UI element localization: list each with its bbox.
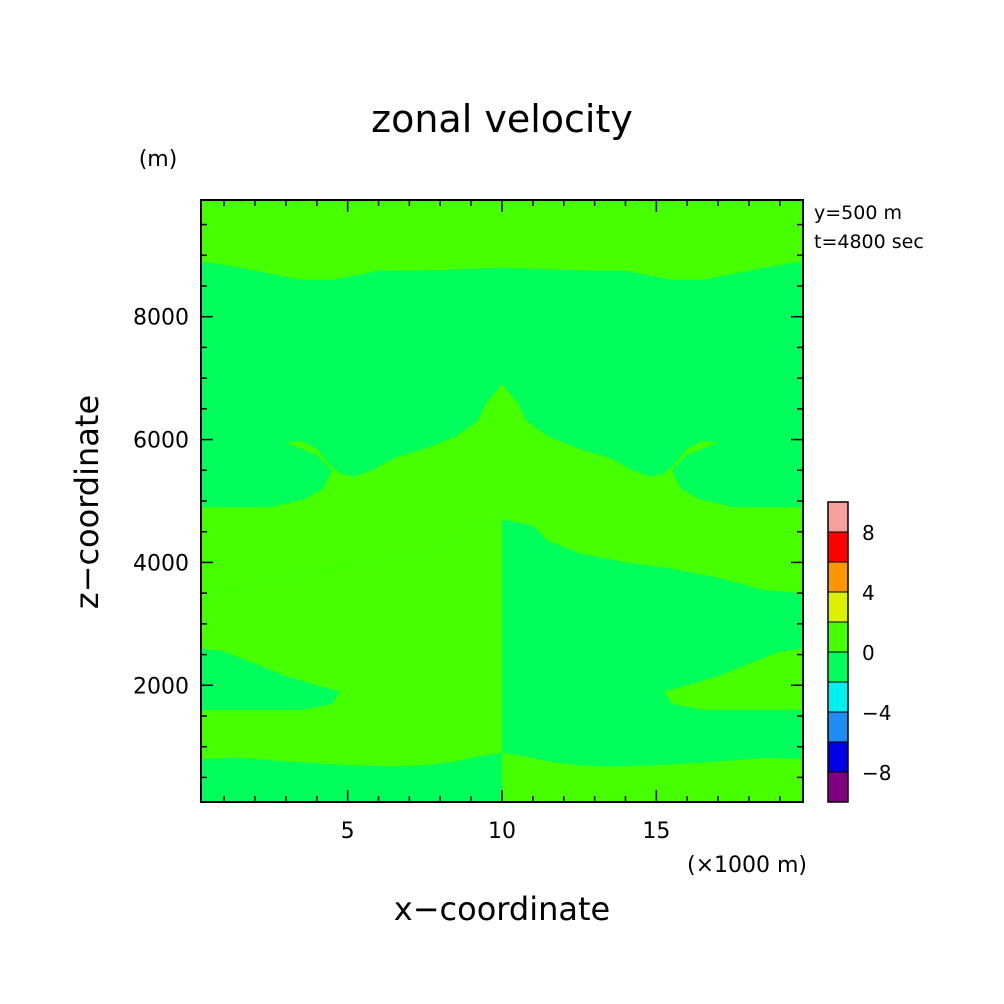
positive-region-0: [201, 200, 502, 280]
y-tick-label: 6000: [133, 429, 189, 454]
y-tick-label: 8000: [133, 306, 189, 331]
x-tick-label: 15: [642, 819, 670, 844]
colorbar-tick-label: −8: [862, 761, 891, 785]
annotation-t: t=4800 sec: [814, 231, 924, 253]
y-axis-label: z−coordinate: [68, 395, 106, 609]
colorbar-swatch: [827, 741, 849, 773]
x-axis-label: x−coordinate: [394, 890, 610, 928]
colorbar-swatch: [827, 531, 849, 563]
colorbar-swatch: [827, 591, 849, 623]
colorbar: 8 4 0 −4 −8: [827, 501, 891, 803]
annotation-y: y=500 m: [814, 202, 902, 224]
contour-field: [201, 200, 803, 802]
axis-ticks: 5 10 15 2000 4000 6000 8000: [133, 200, 803, 844]
colorbar-tick-label: 8: [862, 521, 875, 545]
colorbar-swatch: [827, 501, 849, 533]
colorbar-swatch: [827, 681, 849, 713]
colorbar-tick-label: 4: [862, 581, 875, 605]
colorbar-frame: [827, 501, 849, 803]
chart-title: zonal velocity: [371, 97, 633, 141]
colorbar-swatch: [827, 561, 849, 593]
y-tick-label: 2000: [133, 674, 189, 699]
y-axis-unit: (m): [139, 147, 178, 172]
colorbar-tick-label: −4: [862, 701, 891, 725]
x-tick-label: 5: [341, 819, 355, 844]
positive-region-2: [201, 519, 502, 767]
colorbar-swatch: [827, 771, 849, 803]
colorbar-tick-label: 0: [862, 641, 875, 665]
x-axis-unit: (×1000 m): [687, 853, 807, 878]
colorbar-swatch: [827, 711, 849, 743]
colorbar-swatch: [827, 621, 849, 653]
negative-region-1: [502, 519, 803, 767]
negative-region-0: [502, 261, 803, 508]
y-tick-label: 4000: [133, 551, 189, 576]
colorbar-swatch: [827, 651, 849, 683]
x-tick-label: 10: [488, 819, 516, 844]
positive-region-1: [201, 384, 502, 594]
